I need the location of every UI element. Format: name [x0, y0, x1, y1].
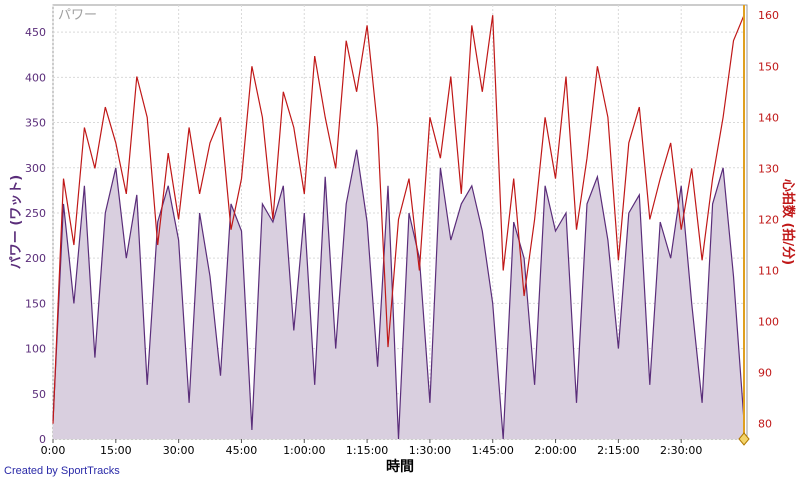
left-tick-label: 50: [32, 388, 46, 401]
x-tick-label: 2:15:00: [597, 444, 639, 457]
left-tick-label: 300: [25, 162, 46, 175]
right-axis-label: 心拍数 (拍/分): [780, 179, 796, 265]
left-tick-label: 150: [25, 297, 46, 310]
x-axis-ticks: 0:00 15:00 30:00 45:00 1:00:00 1:15:00 1:30:00…: [41, 439, 702, 457]
right-tick-label: 120: [758, 213, 779, 226]
left-tick-label: 100: [25, 343, 46, 356]
power-area: [53, 149, 744, 439]
left-tick-label: 0: [39, 433, 46, 446]
left-tick-label: 200: [25, 252, 46, 265]
left-tick-label: 250: [25, 207, 46, 220]
x-tick-label: 30:00: [163, 444, 195, 457]
left-tick-label: 350: [25, 117, 46, 130]
left-axis-label: パワー (ワット): [9, 175, 24, 269]
right-tick-label: 160: [758, 9, 779, 22]
x-tick-label: 2:30:00: [660, 444, 702, 457]
right-tick-label: 80: [758, 418, 772, 431]
x-tick-label: 15:00: [100, 444, 132, 457]
x-tick-label: 0:00: [41, 444, 66, 457]
right-tick-label: 140: [758, 111, 779, 124]
x-axis-label: 時間: [386, 458, 414, 475]
chart-title: パワー: [58, 8, 97, 23]
position-marker-icon[interactable]: [738, 432, 750, 446]
right-tick-label: 110: [758, 265, 779, 278]
credit-link[interactable]: Created by SportTracks: [4, 465, 120, 477]
x-tick-label: 1:15:00: [346, 444, 388, 457]
left-tick-label: 400: [25, 71, 46, 84]
right-tick-label: 130: [758, 162, 779, 175]
left-tick-label: 450: [25, 26, 46, 39]
x-tick-label: 1:00:00: [283, 444, 325, 457]
power-line: [52, 149, 745, 440]
heart-rate-line: [52, 14, 745, 424]
right-tick-label: 150: [758, 60, 779, 73]
x-tick-label: 2:00:00: [534, 444, 576, 457]
right-tick-label: 90: [758, 367, 772, 380]
x-tick-label: 1:45:00: [472, 444, 514, 457]
left-axis-ticks: 0 50 100 150 200 250 300 350 400 450: [25, 26, 46, 446]
x-tick-label: 1:30:00: [409, 444, 451, 457]
right-axis-ticks: 80 90 100 110 120 130 140 150 160: [758, 9, 779, 430]
right-tick-label: 100: [758, 316, 779, 329]
x-tick-label: 45:00: [226, 444, 258, 457]
